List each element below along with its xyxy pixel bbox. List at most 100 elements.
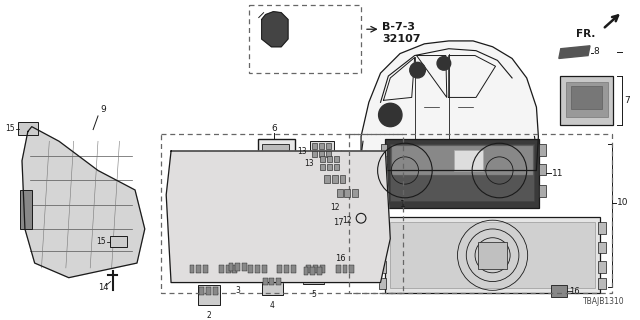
Bar — [248, 265, 253, 273]
Bar — [303, 267, 308, 275]
Bar — [324, 158, 377, 233]
Bar — [275, 263, 299, 281]
Bar — [327, 156, 332, 162]
Bar — [361, 252, 374, 264]
Bar — [560, 76, 613, 125]
Bar — [196, 265, 201, 273]
Bar — [336, 265, 340, 273]
Bar — [334, 156, 339, 162]
Bar — [258, 139, 295, 210]
Bar — [598, 242, 605, 253]
Text: 12: 12 — [330, 203, 339, 212]
Text: 5: 5 — [311, 290, 316, 299]
Bar — [392, 146, 532, 175]
Text: 11: 11 — [552, 169, 563, 178]
Bar — [204, 265, 208, 273]
Bar — [349, 134, 612, 293]
Bar — [310, 141, 334, 161]
Polygon shape — [262, 12, 288, 47]
Bar — [318, 154, 342, 173]
Text: 7: 7 — [624, 96, 630, 105]
Bar — [213, 287, 218, 295]
Bar — [454, 150, 483, 172]
Bar — [303, 265, 324, 284]
Bar — [312, 151, 317, 157]
Bar — [337, 189, 342, 197]
Bar — [551, 285, 566, 297]
Text: 16: 16 — [570, 287, 580, 296]
Bar — [262, 278, 268, 285]
Bar — [262, 265, 266, 273]
Bar — [390, 144, 534, 201]
Bar — [20, 190, 32, 229]
Bar — [324, 175, 330, 183]
Bar — [276, 278, 281, 285]
Bar — [255, 265, 260, 273]
Bar — [322, 173, 348, 195]
Text: 32107: 32107 — [383, 34, 421, 44]
Bar — [381, 185, 387, 197]
Bar — [349, 265, 354, 273]
Bar — [352, 189, 358, 197]
Bar — [206, 287, 211, 295]
Text: 16: 16 — [335, 254, 346, 263]
Bar — [478, 242, 508, 269]
Text: 8: 8 — [593, 47, 598, 56]
Text: 2: 2 — [207, 311, 211, 320]
Bar — [236, 263, 240, 271]
Polygon shape — [361, 41, 538, 171]
Bar — [327, 164, 332, 170]
Text: TBAJB1310: TBAJB1310 — [582, 297, 624, 306]
Bar — [242, 263, 247, 271]
Bar — [109, 236, 127, 247]
Bar — [189, 265, 195, 273]
Bar — [320, 154, 381, 237]
Bar — [317, 267, 322, 275]
Bar — [246, 263, 269, 281]
Bar — [379, 242, 387, 253]
Bar — [262, 144, 289, 204]
Bar — [307, 265, 312, 273]
Bar — [334, 164, 339, 170]
Bar — [320, 156, 325, 162]
Bar — [320, 164, 325, 170]
Text: B-7-3: B-7-3 — [383, 22, 415, 32]
Bar — [598, 261, 605, 273]
Bar — [319, 143, 324, 149]
Circle shape — [437, 57, 451, 70]
Bar — [269, 278, 275, 285]
Bar — [335, 187, 360, 209]
Bar — [262, 276, 283, 295]
Bar — [320, 265, 325, 273]
Bar — [312, 143, 317, 149]
Bar — [232, 154, 260, 276]
Bar — [390, 222, 595, 288]
Bar — [385, 139, 540, 208]
Text: FR.: FR. — [575, 29, 595, 39]
Bar — [305, 263, 328, 281]
Text: 17: 17 — [333, 218, 344, 227]
Polygon shape — [559, 46, 590, 59]
Bar — [334, 263, 357, 281]
Bar — [319, 151, 324, 157]
Text: 13: 13 — [305, 159, 314, 168]
Bar — [228, 261, 249, 281]
Bar — [570, 86, 602, 109]
Bar — [174, 154, 201, 276]
Bar — [249, 5, 361, 73]
Bar — [217, 263, 240, 281]
Bar — [199, 287, 204, 295]
Text: 13: 13 — [297, 147, 307, 156]
Bar — [262, 154, 289, 276]
Circle shape — [379, 103, 402, 127]
Bar — [326, 151, 331, 157]
Bar — [291, 265, 296, 273]
Bar — [381, 144, 387, 156]
Bar — [566, 82, 607, 117]
Polygon shape — [22, 127, 145, 278]
Bar — [188, 263, 211, 281]
Bar — [379, 222, 387, 234]
Bar — [204, 154, 230, 276]
Bar — [381, 164, 387, 175]
Bar — [540, 144, 546, 156]
